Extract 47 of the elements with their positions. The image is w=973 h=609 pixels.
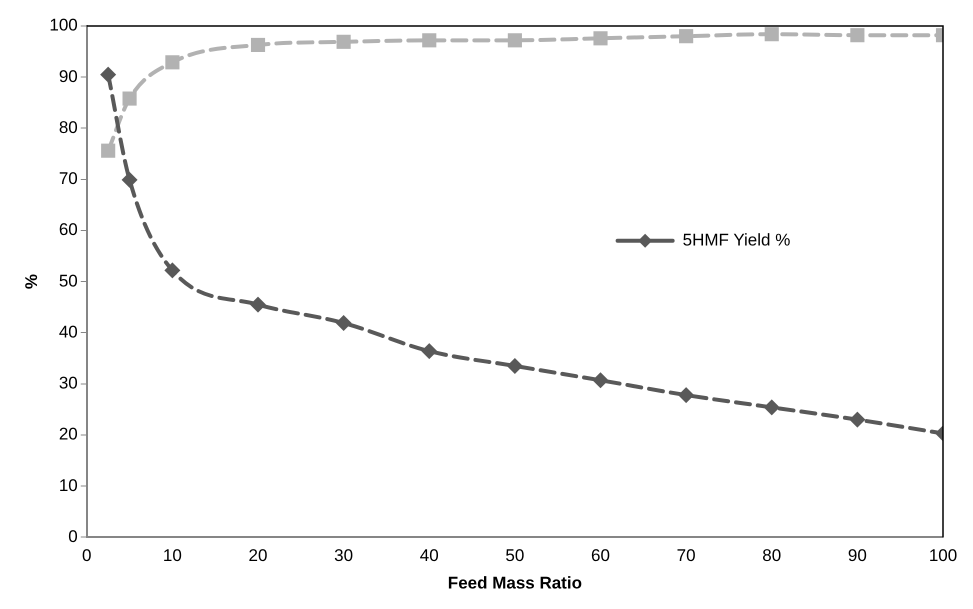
x-tick-label: 90 — [848, 546, 867, 566]
point — [764, 27, 779, 42]
y-tick-label: 50 — [58, 271, 78, 290]
point — [679, 29, 694, 44]
y-axis-title: % — [22, 274, 41, 290]
point — [422, 33, 436, 48]
x-tick-label: 30 — [334, 546, 354, 566]
y-tick-label: 90 — [58, 66, 78, 86]
y-tick-label: 10 — [58, 476, 78, 495]
x-tick-label: 20 — [248, 546, 268, 566]
y-tick-label: 40 — [58, 322, 78, 342]
x-tick-label: 70 — [676, 546, 696, 566]
legend-label: 5HMF Yield % — [682, 230, 790, 250]
point — [506, 358, 523, 374]
point — [250, 38, 266, 52]
point — [678, 387, 694, 404]
point — [100, 66, 116, 83]
point — [122, 92, 137, 106]
point — [336, 34, 351, 49]
point — [764, 399, 780, 416]
y-tick-label: 20 — [58, 424, 78, 444]
x-tick-label: 0 — [82, 546, 92, 566]
x-axis-title: Feed Mass Ratio — [448, 573, 582, 592]
x-tick-label: 10 — [162, 546, 182, 566]
y-tick-label: 60 — [58, 220, 78, 240]
y-tick-label: 0 — [68, 526, 78, 546]
point — [250, 296, 266, 313]
point — [122, 172, 138, 188]
point — [593, 31, 608, 46]
point — [592, 372, 609, 388]
y-tick-label: 30 — [58, 374, 78, 393]
x-tick-label: 80 — [762, 546, 782, 566]
x-tick-label: 100 — [928, 546, 958, 566]
point — [849, 412, 866, 428]
point — [508, 33, 522, 48]
point — [165, 55, 180, 70]
x-tick-label: 40 — [420, 546, 439, 566]
point — [101, 144, 116, 158]
point — [850, 28, 864, 42]
y-tick-label: 80 — [58, 118, 78, 137]
point — [164, 262, 180, 278]
point — [421, 343, 438, 360]
x-tick-label: 60 — [591, 546, 610, 566]
y-tick-label: 70 — [58, 169, 78, 188]
point — [336, 315, 352, 332]
x-tick-label: 50 — [505, 546, 524, 566]
y-tick-label: 100 — [49, 16, 78, 35]
